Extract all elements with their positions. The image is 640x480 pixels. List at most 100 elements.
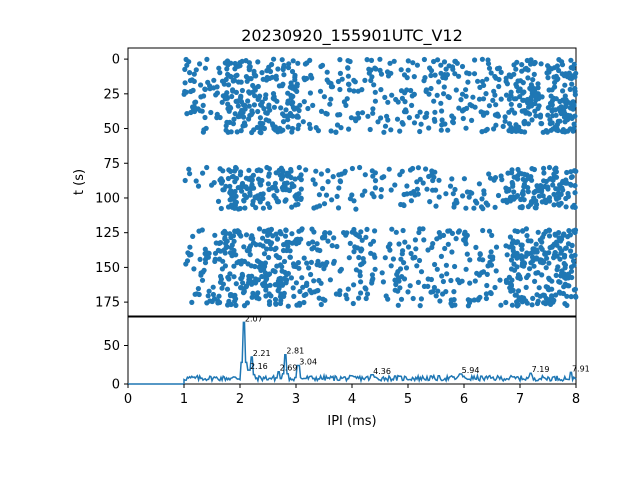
histogram-peak-label: 2.69 bbox=[280, 364, 298, 373]
raster-point bbox=[505, 170, 511, 176]
raster-point bbox=[545, 105, 552, 111]
raster-point bbox=[334, 243, 340, 250]
raster-point bbox=[441, 84, 447, 90]
raster-point bbox=[398, 256, 404, 262]
raster-point bbox=[449, 176, 455, 182]
raster-point bbox=[464, 251, 470, 257]
raster-point bbox=[246, 176, 252, 182]
raster-point bbox=[493, 75, 499, 81]
raster-point bbox=[239, 188, 245, 194]
raster-point bbox=[280, 127, 286, 133]
raster-point bbox=[529, 254, 536, 260]
raster-point bbox=[262, 280, 268, 286]
raster-point bbox=[215, 198, 222, 204]
raster-point bbox=[520, 108, 527, 114]
raster-point bbox=[187, 244, 193, 250]
raster-point bbox=[571, 101, 577, 107]
raster-point bbox=[560, 88, 566, 94]
raster-point bbox=[430, 177, 436, 184]
raster-point bbox=[471, 205, 477, 211]
raster-point bbox=[243, 74, 249, 80]
raster-point bbox=[518, 196, 524, 203]
raster-point bbox=[525, 189, 531, 195]
raster-point bbox=[260, 205, 266, 211]
raster-point bbox=[272, 282, 278, 288]
raster-point bbox=[328, 128, 334, 134]
raster-point bbox=[570, 126, 576, 132]
raster-point bbox=[222, 263, 228, 269]
raster-point bbox=[259, 261, 265, 267]
raster-point bbox=[476, 96, 483, 102]
histogram-peak-label: 5.94 bbox=[462, 366, 480, 375]
raster-point bbox=[396, 278, 402, 284]
raster-point bbox=[279, 83, 285, 89]
raster-point bbox=[565, 271, 572, 277]
raster-point bbox=[337, 178, 343, 184]
raster-point bbox=[523, 65, 529, 71]
raster-point bbox=[227, 73, 233, 79]
raster-point bbox=[573, 168, 579, 174]
raster-point bbox=[480, 112, 487, 118]
raster-point bbox=[486, 65, 493, 71]
raster-point bbox=[559, 185, 565, 191]
raster-point bbox=[569, 242, 575, 248]
raster-point bbox=[325, 179, 331, 185]
raster-point bbox=[417, 176, 423, 182]
raster-point bbox=[205, 293, 211, 299]
raster-point bbox=[232, 199, 238, 205]
raster-point bbox=[304, 282, 310, 288]
raster-point bbox=[307, 90, 313, 96]
raster-point bbox=[442, 121, 448, 127]
raster-point bbox=[233, 165, 239, 172]
raster-point bbox=[460, 193, 466, 199]
raster-point bbox=[558, 250, 564, 256]
raster-point bbox=[274, 236, 280, 242]
raster-point bbox=[487, 259, 493, 265]
raster-point bbox=[351, 226, 357, 233]
raster-point bbox=[533, 247, 540, 253]
raster-point bbox=[219, 178, 226, 184]
histogram-peak-label: 2.07 bbox=[245, 314, 263, 323]
raster-point bbox=[398, 88, 405, 94]
raster-point bbox=[291, 183, 297, 189]
raster-point bbox=[320, 185, 326, 192]
raster-point bbox=[530, 77, 536, 83]
raster-y-tick-label: 0 bbox=[112, 53, 120, 68]
histogram-peak-label: 7.91 bbox=[572, 364, 590, 373]
raster-point bbox=[411, 74, 417, 80]
raster-point bbox=[366, 66, 372, 72]
raster-point bbox=[410, 165, 416, 172]
raster-point bbox=[568, 105, 574, 111]
raster-point bbox=[531, 263, 537, 269]
raster-point bbox=[403, 265, 410, 271]
raster-point bbox=[252, 85, 258, 91]
raster-point bbox=[438, 100, 444, 106]
raster-y-axis-label: t (s) bbox=[72, 169, 87, 195]
raster-point bbox=[493, 244, 500, 250]
raster-point bbox=[490, 254, 496, 260]
raster-point bbox=[247, 192, 253, 198]
raster-point bbox=[231, 274, 237, 280]
raster-point bbox=[363, 286, 369, 292]
raster-point bbox=[217, 70, 223, 76]
raster-point bbox=[270, 95, 276, 101]
raster-point bbox=[265, 181, 271, 187]
raster-point bbox=[287, 248, 293, 254]
raster-point bbox=[402, 239, 408, 245]
raster-point bbox=[346, 126, 352, 132]
raster-point bbox=[263, 77, 270, 83]
raster-point bbox=[302, 77, 308, 83]
raster-point bbox=[538, 61, 544, 67]
raster-point bbox=[359, 247, 365, 253]
raster-point bbox=[515, 228, 521, 235]
histogram-panel: 2.07 2.21 2.16 2.81 2.693.04 5.94 7.19 7.91 4.36… bbox=[103, 314, 589, 429]
raster-point bbox=[449, 249, 455, 255]
raster-point bbox=[392, 182, 398, 188]
raster-point bbox=[533, 241, 539, 247]
raster-point bbox=[284, 239, 290, 245]
raster-point bbox=[280, 66, 286, 73]
raster-point bbox=[502, 114, 508, 120]
raster-point bbox=[399, 95, 405, 101]
raster-point bbox=[456, 73, 462, 79]
raster-point bbox=[553, 96, 559, 102]
